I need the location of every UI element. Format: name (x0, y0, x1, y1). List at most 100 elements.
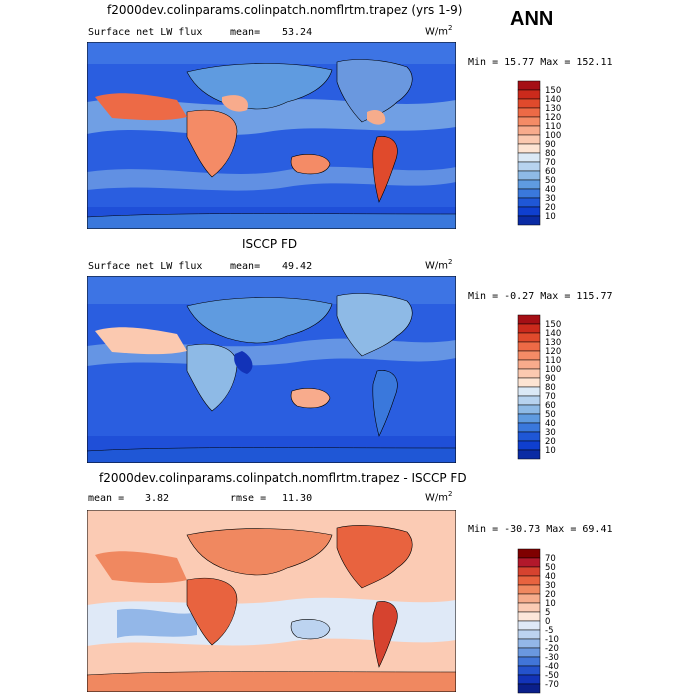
colorbar-swatch (517, 638, 541, 649)
colorbar-swatch (517, 125, 541, 136)
colorbar-swatch (517, 152, 541, 163)
colorbar-label: 150 (545, 320, 561, 330)
colorbar-swatch (517, 584, 541, 595)
panel2-variable: Surface net LW flux (88, 261, 203, 272)
colorbar-swatch (517, 593, 541, 604)
colorbar-label: 5 (545, 608, 550, 618)
colorbar-label: 140 (545, 95, 561, 105)
colorbar-label: 90 (545, 374, 556, 384)
panel2-mean-value: 49.42 (282, 261, 313, 272)
colorbar-swatch (517, 206, 541, 217)
colorbar-swatch (517, 575, 541, 586)
colorbar-label: 20 (545, 590, 556, 600)
colorbar-swatch (517, 665, 541, 676)
colorbar-swatch (517, 422, 541, 433)
colorbar-swatch (517, 377, 541, 388)
panel3-minmax: Min = -30.73 Max = 69.41 (468, 524, 613, 535)
colorbar-swatch (517, 674, 541, 685)
panel3-units: W/m2 (425, 490, 453, 504)
colorbar-label: 40 (545, 572, 556, 582)
colorbar-swatch (517, 440, 541, 451)
panel1-variable: Surface net LW flux (88, 27, 203, 38)
colorbar-swatch (517, 557, 541, 568)
colorbar-label: 10 (545, 212, 556, 222)
panel3-rmse-value: 11.30 (282, 493, 313, 504)
colorbar-label: 50 (545, 563, 556, 573)
colorbar-swatch (517, 647, 541, 658)
colorbar-swatch (517, 449, 541, 460)
colorbar-swatch (517, 620, 541, 631)
panel1-mean-value: 53.24 (282, 27, 313, 38)
panel1-units: W/m2 (425, 24, 453, 38)
colorbar-swatch (517, 215, 541, 226)
colorbar-label: 50 (545, 176, 556, 186)
colorbar-swatch (517, 134, 541, 145)
panel1-title: f2000dev.colinparams.colinpatch.nomflrtm… (107, 3, 463, 17)
colorbar-swatch (517, 179, 541, 190)
colorbar-label: 60 (545, 401, 556, 411)
colorbar-label: 80 (545, 383, 556, 393)
colorbar-label: 120 (545, 347, 561, 357)
colorbar-label: 110 (545, 356, 561, 366)
colorbar-swatch (517, 683, 541, 694)
colorbar-label: 100 (545, 131, 561, 141)
colorbar-swatch (517, 314, 541, 325)
colorbar-label: 40 (545, 185, 556, 195)
panel2-mean-label: mean= (230, 261, 261, 272)
panel2-minmax: Min = -0.27 Max = 115.77 (468, 291, 613, 302)
colorbar-swatch (517, 413, 541, 424)
colorbar-swatch (517, 548, 541, 559)
colorbar-swatch (517, 89, 541, 100)
colorbar-label: 0 (545, 617, 550, 627)
panel2-title: ISCCP FD (242, 237, 298, 251)
colorbar-swatch (517, 566, 541, 577)
colorbar-label: -30 (545, 653, 559, 663)
colorbar-swatch (517, 323, 541, 334)
season-label: ANN (510, 8, 554, 30)
panel3-map (87, 510, 456, 692)
colorbar-label: 70 (545, 392, 556, 402)
colorbar-label: 130 (545, 338, 561, 348)
colorbar-swatch (517, 404, 541, 415)
colorbar-label: 10 (545, 599, 556, 609)
panel1-map (87, 42, 456, 229)
colorbar-swatch (517, 602, 541, 613)
colorbar-swatch (517, 188, 541, 199)
colorbar-label: -50 (545, 671, 559, 681)
colorbar-swatch (517, 386, 541, 397)
colorbar-label: 20 (545, 437, 556, 447)
colorbar-label: -10 (545, 635, 559, 645)
colorbar-label: 100 (545, 365, 561, 375)
panel3-title: f2000dev.colinparams.colinpatch.nomflrtm… (99, 471, 467, 485)
colorbar-label: 90 (545, 140, 556, 150)
colorbar-swatch (517, 80, 541, 91)
colorbar-label: 30 (545, 194, 556, 204)
panel1-mean-label: mean= (230, 27, 261, 38)
colorbar-swatch (517, 341, 541, 352)
colorbar-swatch (517, 197, 541, 208)
colorbar-swatch (517, 656, 541, 667)
colorbar-swatch (517, 431, 541, 442)
colorbar-label: -20 (545, 644, 559, 654)
colorbar-label: 60 (545, 167, 556, 177)
panel3-mean-value: 3.82 (145, 493, 170, 504)
colorbar-label: 140 (545, 329, 561, 339)
colorbar-label: 30 (545, 581, 556, 591)
colorbar-swatch (517, 332, 541, 343)
colorbar-label: 70 (545, 158, 556, 168)
colorbar-label: -5 (545, 626, 553, 636)
colorbar-swatch (517, 170, 541, 181)
colorbar-swatch (517, 368, 541, 379)
colorbar-label: 30 (545, 428, 556, 438)
colorbar-swatch (517, 116, 541, 127)
colorbar-swatch (517, 611, 541, 622)
colorbar-label: 150 (545, 86, 561, 96)
colorbar-label: 50 (545, 410, 556, 420)
panel3-mean-label: mean = (88, 493, 125, 504)
colorbar-label: 70 (545, 554, 556, 564)
colorbar-label: 130 (545, 104, 561, 114)
colorbar-label: 20 (545, 203, 556, 213)
colorbar-label: 110 (545, 122, 561, 132)
